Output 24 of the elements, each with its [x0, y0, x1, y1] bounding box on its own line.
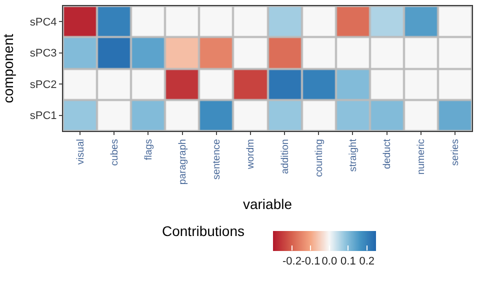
color-bar-title: Contributions	[162, 223, 244, 239]
x-tick-label: cubes	[109, 139, 120, 166]
x-tick-label: counting	[314, 139, 325, 177]
color-bar-label: 0.2	[359, 256, 375, 268]
y-tick-label: sPC1	[30, 110, 57, 122]
y-tick-label: sPC3	[30, 48, 57, 60]
color-bar-label: 0.0	[322, 256, 338, 268]
color-bar-label: 0.1	[340, 256, 356, 268]
x-tick-label: wordm	[246, 139, 257, 170]
color-bar-label: -0.1	[301, 256, 320, 268]
x-tick-label: addition	[280, 139, 291, 174]
x-axis-title: variable	[242, 196, 292, 212]
x-tick-label: deduct	[382, 138, 394, 170]
x-tick-label: sentence	[212, 138, 223, 180]
x-tick-label: paragraph	[178, 139, 189, 185]
y-tick-label: sPC4	[30, 16, 57, 28]
x-tick-label: flags	[143, 139, 154, 160]
x-tick-label: series	[450, 139, 462, 166]
x-tick-label: numeric	[416, 139, 428, 175]
x-tick-label: visual	[75, 139, 86, 165]
x-tick-label: straight	[348, 138, 359, 172]
y-axis-title: component	[0, 34, 16, 104]
color-bar-label: -0.2	[282, 256, 302, 268]
y-tick-label: sPC2	[30, 78, 57, 91]
